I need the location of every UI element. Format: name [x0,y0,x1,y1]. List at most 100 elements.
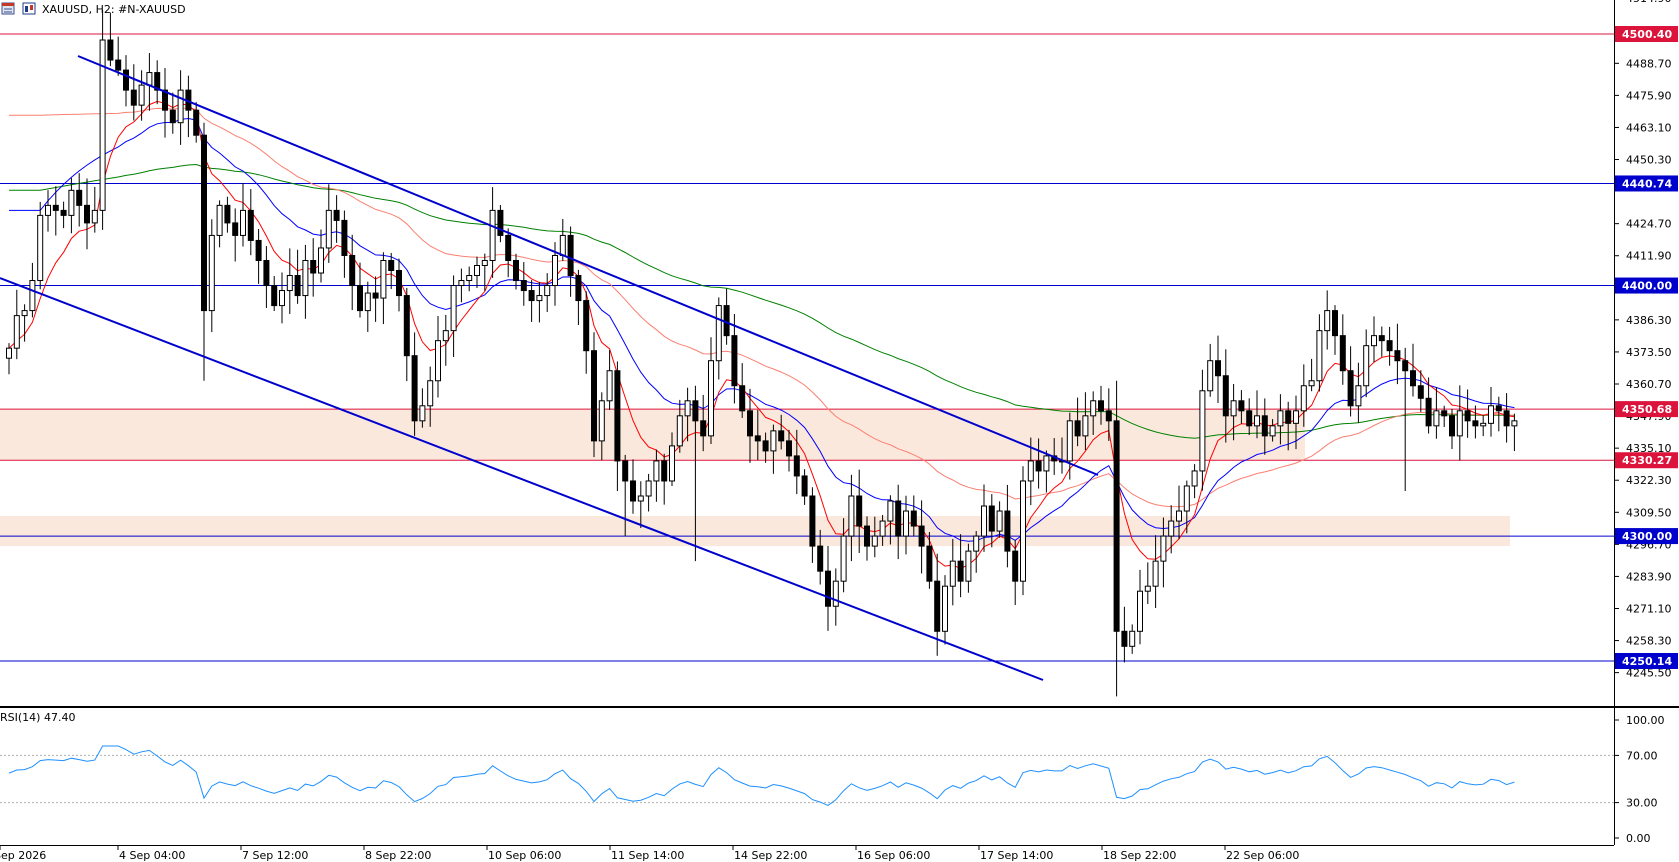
candle[interactable] [817,529,824,585]
candle[interactable] [786,429,792,472]
candle[interactable] [388,252,395,290]
candle[interactable] [1480,415,1487,437]
level-price-tag[interactable]: 4350.68 [1615,401,1678,418]
candle[interactable] [450,275,457,358]
ma-green-line[interactable] [9,163,1515,439]
candle[interactable] [840,518,847,593]
candle[interactable] [302,244,309,319]
candle[interactable] [255,228,262,284]
candle[interactable] [357,262,363,318]
candle[interactable] [216,200,223,248]
candle[interactable] [723,288,730,345]
candle[interactable] [1269,419,1276,442]
candle[interactable] [45,190,51,232]
candle[interactable] [676,399,683,453]
candle[interactable] [84,178,90,250]
candle[interactable] [973,531,980,573]
candle[interactable] [1137,569,1143,645]
candle[interactable] [1082,392,1089,451]
candle[interactable] [1176,485,1182,540]
candle[interactable] [130,64,137,121]
window-menu-icon[interactable] [1,2,15,15]
candle[interactable] [1207,343,1214,397]
candle[interactable] [684,387,691,442]
candle[interactable] [903,495,909,555]
level-price-tag[interactable]: 4250.14 [1615,653,1678,669]
candle[interactable] [411,332,418,436]
candle[interactable] [123,55,129,107]
candle[interactable] [887,495,894,545]
candle[interactable] [1511,413,1518,452]
candle[interactable] [372,276,379,322]
candle[interactable] [1410,343,1416,397]
candle[interactable] [138,70,145,121]
candle[interactable] [762,432,769,463]
level-price-tag[interactable]: 4300.00 [1615,528,1678,545]
price-plot[interactable] [0,9,1614,697]
time-axis[interactable]: Sep 2026 4 Sep 04:00 7 Sep 12:00 8 Sep 22:0… [0,845,1299,862]
candle[interactable] [692,385,699,562]
candle[interactable] [1332,305,1338,355]
candle[interactable] [146,53,153,111]
candle[interactable] [154,60,161,105]
candle[interactable] [1433,387,1440,439]
level-price-tag[interactable]: 4330.27 [1615,452,1678,469]
candle[interactable] [1183,480,1190,534]
candle[interactable] [1339,314,1346,385]
candle[interactable] [567,226,574,297]
candle[interactable] [1285,401,1292,451]
candle[interactable] [575,269,582,326]
candle[interactable] [1441,405,1448,428]
candle[interactable] [653,449,660,502]
candle[interactable] [754,409,761,461]
candle[interactable] [1043,450,1050,493]
candle[interactable] [793,429,800,495]
candle[interactable] [981,484,987,552]
candle[interactable] [169,92,176,134]
level-price-tag[interactable]: 4440.74 [1615,175,1678,192]
candle[interactable] [1144,562,1151,604]
candle[interactable] [739,363,746,418]
candle[interactable] [1066,412,1073,480]
candle[interactable] [848,474,855,562]
candle[interactable] [310,238,317,297]
candle[interactable] [1449,408,1455,449]
candle[interactable] [333,195,340,243]
candle[interactable] [240,183,246,247]
candle[interactable] [1098,385,1104,425]
candle[interactable] [1324,290,1331,350]
candle[interactable] [591,332,597,458]
candle[interactable] [52,186,59,236]
candle[interactable] [1300,364,1307,427]
candle[interactable] [1316,314,1323,392]
candle[interactable] [528,280,535,322]
candle[interactable] [232,208,239,262]
candle[interactable] [1371,316,1377,363]
candle[interactable] [193,102,200,143]
candle[interactable] [661,453,668,505]
candle[interactable] [645,473,652,512]
candle[interactable] [1230,383,1237,441]
candle[interactable] [489,187,496,278]
candle[interactable] [1129,624,1136,654]
candle[interactable] [318,229,324,283]
candle[interactable] [544,273,551,312]
candle[interactable] [6,343,12,375]
candle[interactable] [801,469,808,505]
rsi-plot[interactable] [0,745,1614,806]
candle[interactable] [1355,362,1362,423]
candle[interactable] [1277,394,1284,445]
ma-salmon-line[interactable] [9,107,1515,508]
candle[interactable] [1378,326,1385,357]
candle[interactable] [481,253,488,291]
pane-separator[interactable] [0,706,1679,708]
candle[interactable] [731,314,738,404]
candle[interactable] [1488,387,1494,437]
candle[interactable] [864,516,870,561]
candle[interactable] [380,252,387,325]
candle[interactable] [598,392,605,461]
ma-blue-line[interactable] [9,117,1515,542]
candle[interactable] [91,186,98,233]
candle[interactable] [1004,484,1011,568]
